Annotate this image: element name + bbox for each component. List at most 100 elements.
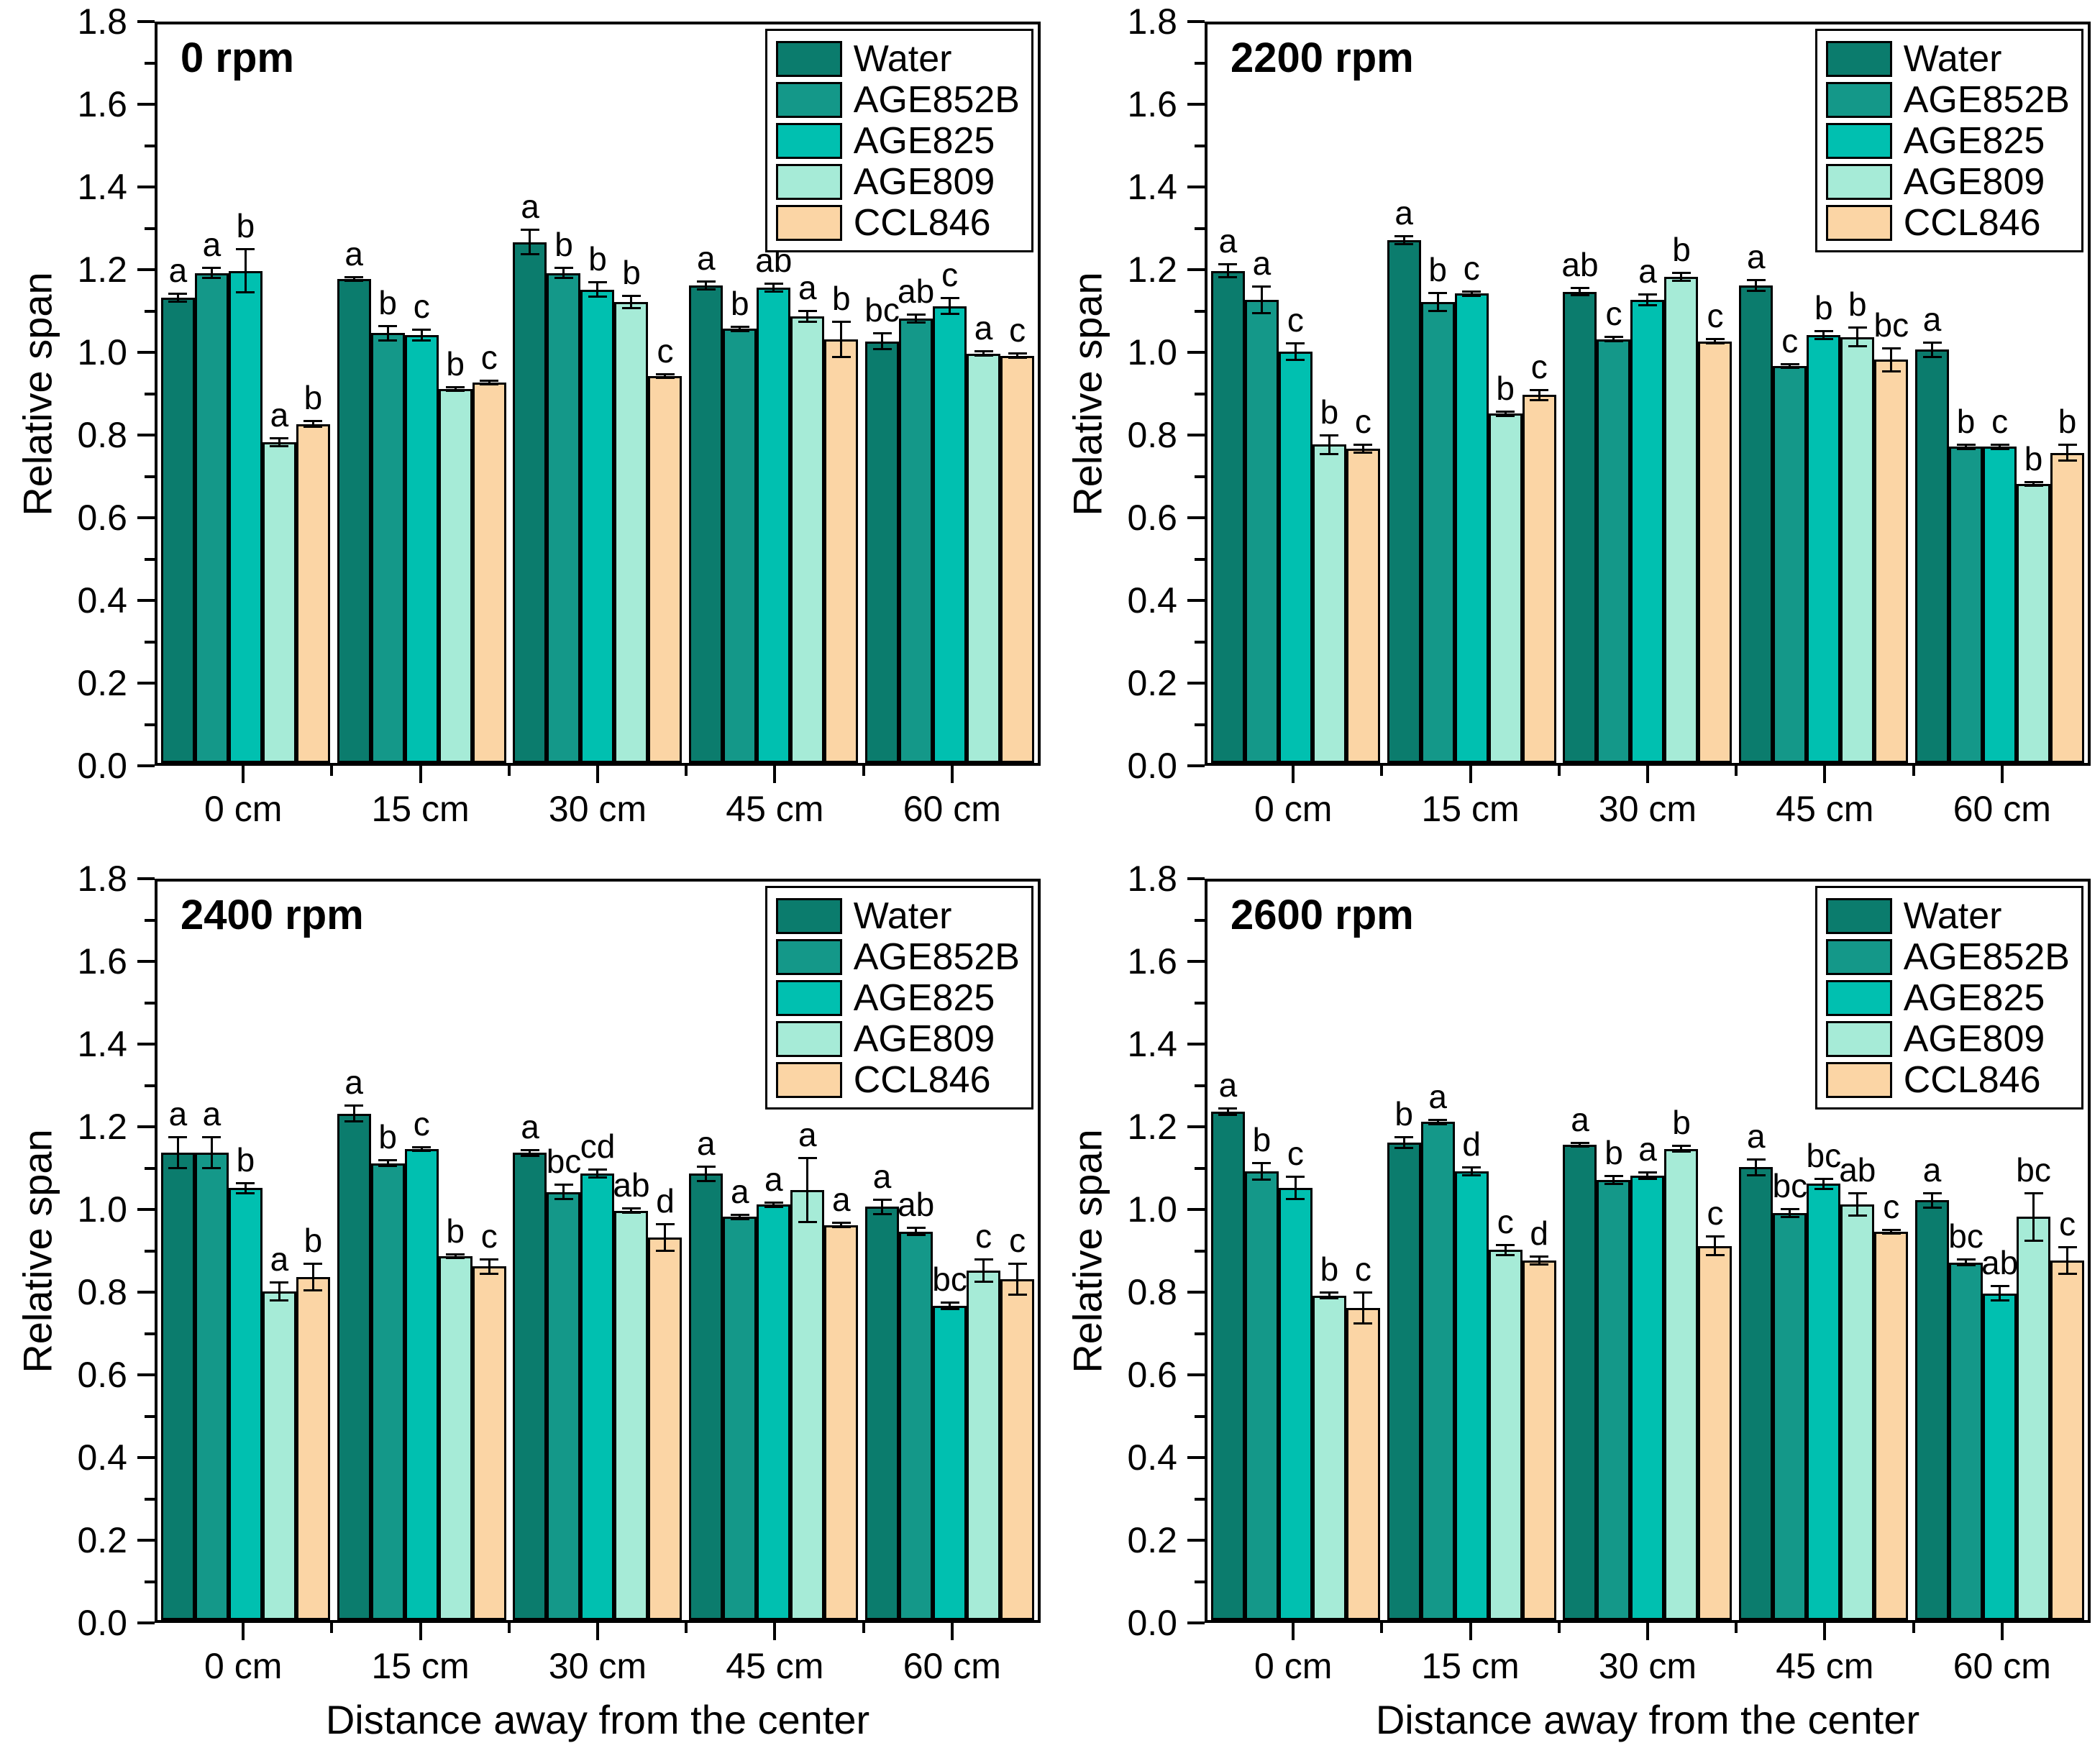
y-axis-minor-tick [1195, 61, 1205, 65]
error-bar-line [881, 1198, 884, 1215]
error-bar-cap-top [202, 267, 222, 269]
error-bar-cap-top [1956, 443, 1976, 446]
panel-title: 2600 rpm [1231, 892, 1414, 938]
significance-letter: ab [1561, 245, 1599, 283]
y-axis-minor-tick [145, 1332, 155, 1335]
error-bar-cap-top [1496, 410, 1515, 413]
error-bar-cap-bottom [696, 288, 716, 290]
significance-letter: a [270, 396, 289, 434]
legend-item-ccl846: CCL846 [1825, 1059, 2070, 1101]
y-axis-tick-label: 0.2 [77, 663, 127, 703]
significance-letter: bc [1772, 1166, 1808, 1204]
significance-letter: b [1814, 288, 1833, 326]
significance-letter: c [1605, 295, 1622, 333]
error-bar-cap-top [588, 281, 607, 284]
bar-fill-water [1387, 1142, 1421, 1620]
plot-area: 2600 rpm a b c b c b a d c d a b a b c a bc bc ab c a bc ab bc c W… [1205, 879, 2091, 1623]
significance-letter: ab [613, 1166, 650, 1204]
error-bar-cap-top [1218, 263, 1238, 266]
legend-swatch-age825 [775, 979, 842, 1016]
bar-fill-age852b [1773, 366, 1807, 763]
x-axis-major-tick [2000, 1623, 2004, 1640]
significance-letter: bc [1948, 1217, 1983, 1255]
y-axis-tick-label: 0.2 [77, 1520, 127, 1560]
error-bar-cap-bottom [1604, 1182, 1623, 1185]
bar-fill-age825 [1983, 1293, 2017, 1620]
y-axis-tick-label: 1.6 [1127, 941, 1177, 982]
bar-fill-age852b [1773, 1212, 1807, 1620]
y-axis-minor-tick [1195, 1001, 1205, 1005]
bar: b [2017, 441, 2051, 763]
y-axis-tick-label: 0.0 [77, 1603, 127, 1643]
error-bar-cap-top [1780, 363, 1799, 365]
error-bar-cap-bottom [1780, 367, 1799, 369]
bar-groups: a a b a b a b c b c a bc cd ab d a a a a a a ab bc c c [158, 882, 1038, 1620]
error-bar-line [1504, 1243, 1507, 1256]
error-bar-cap-bottom [1008, 1293, 1027, 1296]
bar-fill-age852b [1420, 301, 1455, 763]
error-bar-line [1890, 1228, 1893, 1235]
bar-group-45-cm: a c b b bc [1735, 239, 1912, 763]
significance-letter: b [2058, 403, 2077, 441]
error-bar-cap-bottom [1848, 345, 1867, 348]
x-axis-major-tick [1823, 1623, 1827, 1640]
y-axis-major-tick [137, 877, 155, 880]
bar-fill-ccl846 [296, 1276, 330, 1620]
y-axis-minor-tick [145, 1580, 155, 1583]
bar-fill-age809 [967, 1271, 1001, 1620]
x-axis-major-tick [419, 766, 422, 783]
significance-letter: a [344, 1063, 363, 1101]
significance-letter: c [1009, 311, 1026, 349]
error-bar-cap-top [554, 1184, 573, 1186]
bar-fill-ccl846 [824, 1225, 859, 1620]
bar-fill-age825 [228, 270, 262, 763]
error-bar-cap-bottom [1638, 1177, 1657, 1180]
x-axis-tick-label: 45 cm [1776, 789, 1874, 829]
x-axis-minor-tick [862, 1623, 865, 1633]
error-bar-line [881, 331, 884, 351]
error-bar-cap-top [1428, 1118, 1448, 1121]
legend-swatch-age852b [1825, 81, 1892, 118]
bar: a [1563, 1102, 1597, 1620]
significance-letter: a [1638, 252, 1657, 290]
legend-label: AGE809 [853, 1017, 995, 1060]
bar-fill-age825 [1807, 334, 1841, 763]
x-axis-tick-label: 15 cm [1421, 1646, 1520, 1686]
bar: b [580, 241, 615, 763]
bar: a [865, 1158, 900, 1620]
bar-fill-ccl846 [1346, 449, 1380, 763]
error-bar-line [1999, 443, 2001, 450]
x-axis-tick-label: 30 cm [548, 1646, 647, 1686]
bar: b [438, 1213, 472, 1620]
x-axis-minor-tick [1380, 1623, 1384, 1633]
error-bar-cap-top [1604, 1174, 1623, 1177]
bar-fill-water [1563, 291, 1597, 763]
y-axis-tick-label: 1.6 [77, 941, 127, 982]
error-bar-cap-bottom [621, 1212, 641, 1214]
legend: Water AGE852B AGE825 AGE809 CCL846 [764, 29, 1033, 252]
bar: b [547, 227, 581, 763]
error-bar-cap-bottom [168, 301, 188, 303]
plot-area: 2200 rpm a a c b c a b c b c ab c a b c a c b b bc a b c b b Water… [1205, 22, 2091, 766]
legend-item-age825: AGE825 [1825, 120, 2070, 162]
error-bar-cap-top [872, 331, 892, 334]
bar: ab [1561, 247, 1599, 763]
x-axis-tick-label: 0 cm [1254, 1646, 1333, 1686]
y-axis-minor-tick [145, 557, 155, 561]
significance-letter: c [941, 255, 959, 293]
error-bar-line [1470, 290, 1473, 297]
error-bar-cap-top [1218, 1107, 1238, 1110]
bar-fill-age825 [757, 1204, 791, 1620]
y-axis-major-tick [137, 1539, 155, 1542]
bar-fill-ccl846 [296, 424, 330, 763]
bar-fill-age809 [1840, 337, 1875, 763]
significance-letter: bc [1873, 306, 1909, 344]
y-axis-major-tick [137, 434, 155, 436]
y-axis-major-tick [137, 20, 155, 23]
x-axis-tick-label: 45 cm [1776, 1646, 1874, 1686]
error-bar-cap-top [303, 1262, 323, 1265]
bar-fill-age852b [723, 329, 757, 763]
y-axis-tick-label: 0.8 [1127, 1272, 1177, 1312]
